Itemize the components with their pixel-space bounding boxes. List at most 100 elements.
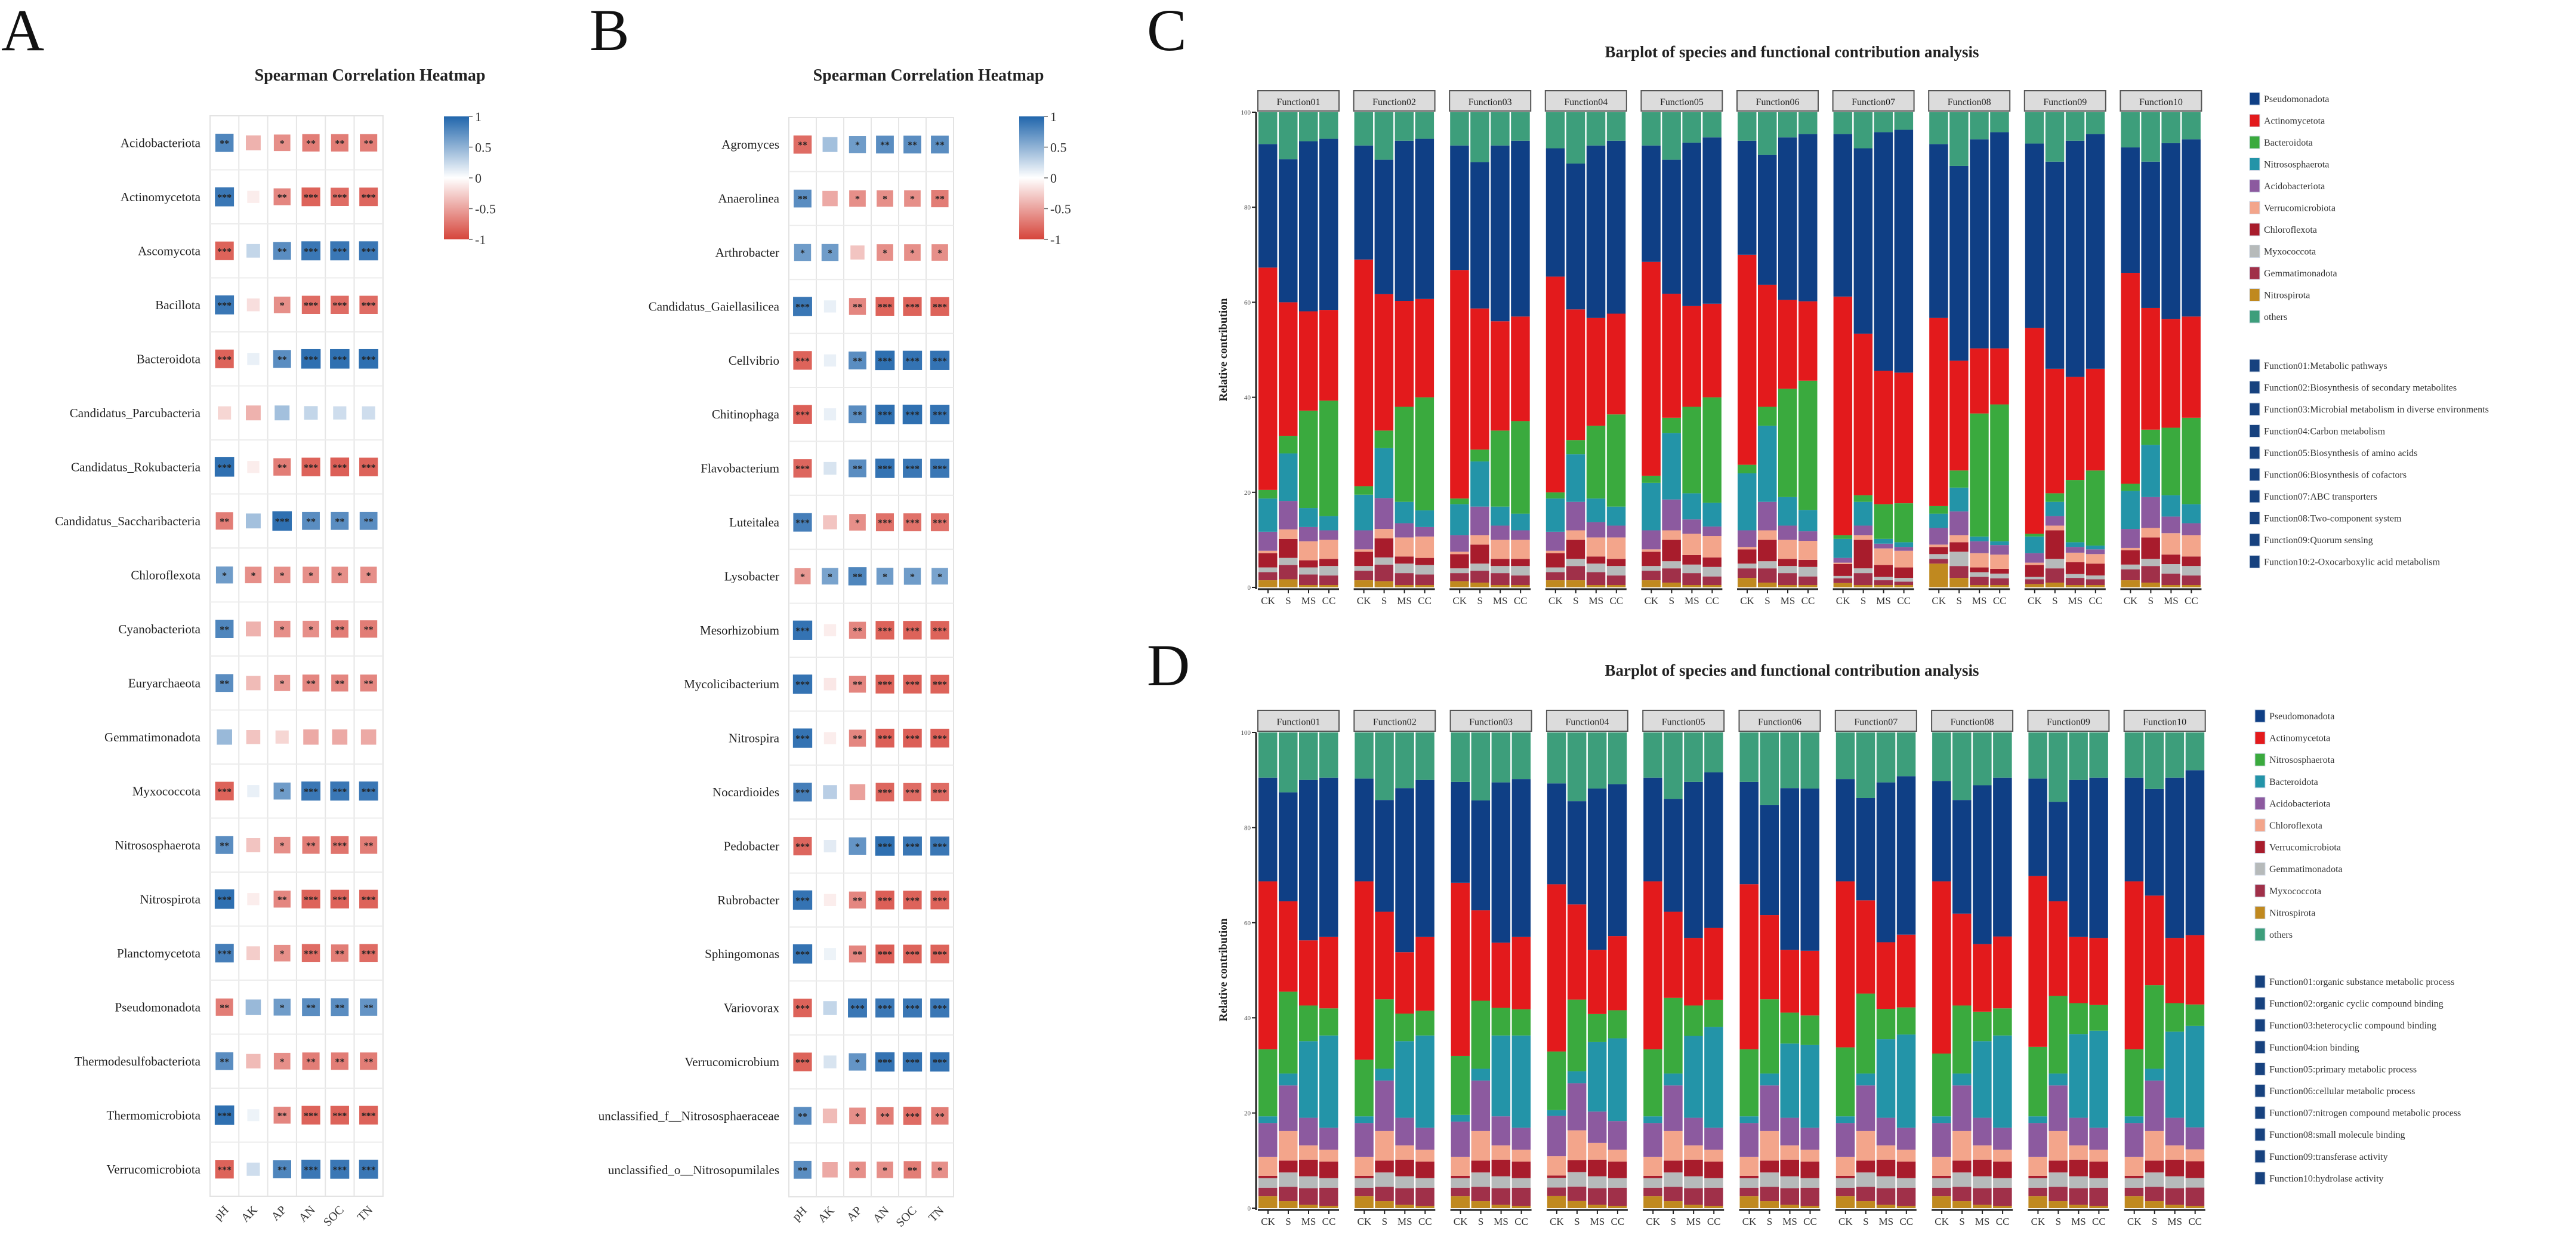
bar-segment <box>1990 404 2009 541</box>
colorbar-tick-label: -1 <box>1050 232 1061 247</box>
heatmap-cell <box>301 349 321 369</box>
bar-segment <box>1587 1205 1607 1208</box>
bar-segment <box>2045 568 2065 583</box>
bar-segment <box>1319 1161 1338 1178</box>
row-label: Chloroflexota <box>131 568 200 582</box>
bar-segment <box>1375 732 1394 800</box>
bar-segment <box>1973 1205 1992 1208</box>
bar-segment <box>2165 1176 2185 1188</box>
bar-segment <box>1949 566 1969 578</box>
bar-segment <box>2065 562 2085 574</box>
bar-segment <box>1566 580 1585 587</box>
bar-segment <box>2086 554 2105 564</box>
bar-segment <box>1896 1007 1916 1035</box>
heatmap-cell <box>824 948 836 960</box>
bar-segment <box>1319 1035 1338 1128</box>
function-legend-swatch <box>2249 402 2260 416</box>
bar-segment <box>1567 1071 1587 1083</box>
bar-segment <box>2086 112 2105 134</box>
significance-label: * <box>855 1058 860 1068</box>
bar-segment <box>1319 937 1338 1009</box>
heatmap-cell <box>301 1159 320 1179</box>
heatmap-cell <box>330 781 350 801</box>
bar-segment <box>1374 159 1394 294</box>
y-tick-label: 20 <box>1244 1110 1251 1117</box>
bar-segment <box>2161 533 2180 555</box>
bar-segment <box>1664 1160 1683 1173</box>
heatmap-cell <box>215 1052 234 1070</box>
heatmap-cell <box>359 457 378 476</box>
bar-segment <box>1299 940 1318 1006</box>
heatmap-cell <box>215 944 234 963</box>
bar-segment <box>2121 491 2140 529</box>
column-label: pH <box>790 1204 810 1224</box>
bar-segment <box>2121 550 2140 565</box>
legend-swatch <box>2254 775 2266 789</box>
significance-label: ** <box>853 464 862 475</box>
bar-segment <box>1684 1176 1703 1188</box>
heatmap-cell <box>331 675 348 692</box>
bar-segment <box>1874 504 1893 539</box>
x-tick-label: S <box>1956 595 1961 606</box>
bar-segment <box>1876 1117 1896 1145</box>
facet-label: Function10 <box>2139 97 2183 107</box>
bar-segment <box>1566 454 1585 502</box>
bar-segment <box>1800 950 1819 1016</box>
bar-segment <box>2086 134 2105 369</box>
bar-segment <box>1586 537 1606 557</box>
bar-segment <box>1491 430 1510 507</box>
significance-label: *** <box>304 301 318 311</box>
bar-segment <box>1970 567 1989 572</box>
x-tick-label: S <box>1861 595 1866 606</box>
bar-segment <box>1491 1145 1511 1160</box>
bar-segment <box>1704 732 1723 772</box>
significance-label: *** <box>795 356 810 367</box>
bar-segment <box>1739 1175 1759 1178</box>
significance-label: *** <box>217 301 232 311</box>
bar-segment <box>1856 1131 1875 1161</box>
x-tick-label: MS <box>1686 1216 1701 1227</box>
bar-segment <box>2028 1156 2047 1176</box>
bar-segment <box>1798 540 1818 560</box>
bar-segment <box>1374 529 1394 539</box>
heatmap-cell <box>903 728 922 748</box>
bar-segment <box>1758 561 1777 569</box>
bar-segment <box>1606 585 1626 587</box>
heatmap-cell <box>875 621 894 640</box>
panel-c: C Barplot of species and functional cont… <box>1147 0 2489 606</box>
bar-segment <box>2065 112 2085 141</box>
bar-segment <box>1491 585 1510 587</box>
bar-segment <box>1800 1015 1819 1045</box>
heatmap-cell <box>876 568 894 585</box>
legend-label: Gemmatimonadota <box>2264 269 2337 279</box>
heatmap-cell <box>930 621 949 640</box>
significance-label: ** <box>853 572 862 582</box>
bar-segment <box>2182 316 2201 418</box>
bar-segment <box>1643 1156 1662 1176</box>
legend-label: Nitrospirota <box>2264 291 2310 301</box>
facet-strip <box>1832 90 1915 112</box>
significance-label: ** <box>853 950 862 960</box>
x-tick-label: CK <box>1742 1216 1757 1227</box>
bar-segment <box>1415 780 1434 937</box>
significance-label: ** <box>935 140 945 150</box>
function-legend-label: Function02:Biosynthesis of secondary met… <box>2264 383 2457 393</box>
column-label: AP <box>269 1203 289 1224</box>
bar-segment <box>1642 261 1661 476</box>
x-tick-label: S <box>2152 1216 2157 1227</box>
heatmap-cell <box>823 624 837 636</box>
bar-segment <box>2025 577 2044 580</box>
bar-segment <box>1415 526 1434 537</box>
bar-segment <box>1853 333 1873 495</box>
bar-segment <box>2069 1003 2088 1034</box>
bar-segment <box>1973 1011 1992 1042</box>
bar-segment <box>1643 1187 1662 1197</box>
bar-segment <box>1760 1201 1779 1208</box>
bar-segment <box>1470 583 1489 587</box>
bar-segment <box>2121 547 2140 550</box>
bar-segment <box>1853 112 1873 149</box>
y-tick-label: 60 <box>1244 299 1251 306</box>
row-label: Bacillota <box>155 298 200 312</box>
x-tick-label: MS <box>1494 1216 1508 1227</box>
